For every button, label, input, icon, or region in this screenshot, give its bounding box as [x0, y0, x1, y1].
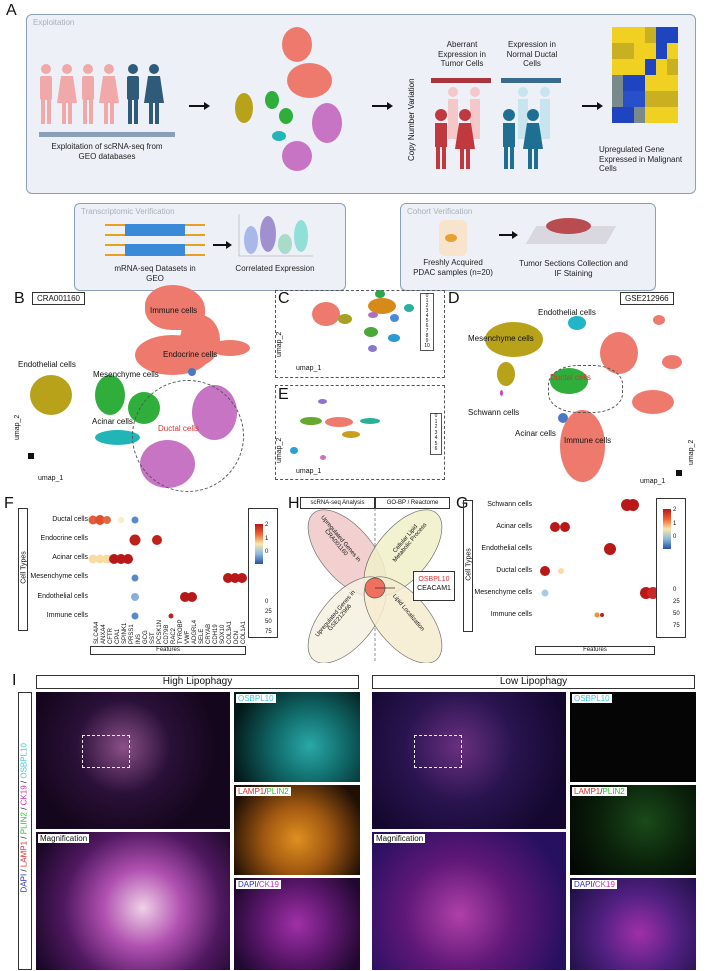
- dna-icon: [105, 224, 205, 256]
- cluster-label-endothelial: Endothelial cells: [18, 360, 76, 369]
- exploitation-title: Exploitation: [33, 18, 75, 27]
- exploitation-box: Exploitation Exploitation of scRNA-seq f…: [26, 14, 696, 194]
- umap-plot-c: [280, 290, 414, 370]
- celltypes-box: Cell Types: [463, 500, 473, 632]
- features-label: Features: [535, 646, 655, 655]
- low-osbpl10-image[interactable]: OSBPL10: [570, 692, 696, 782]
- axis-x-label: umap_1: [296, 365, 322, 372]
- cluster-label-acinar: Acinar cells: [515, 429, 556, 438]
- transcriptomic-title: Transcriptomic Verification: [81, 207, 175, 216]
- features-label: Features: [90, 646, 246, 655]
- cohort-box: Cohort Verification Freshly Acquired PDA…: [400, 203, 656, 291]
- axis-y-label: umap_2: [276, 331, 283, 357]
- correlated-caption: Correlated Expression: [235, 264, 315, 273]
- axis-origin-icon: [28, 453, 34, 459]
- normal-label: Expression in Normal Ductal Cells: [506, 40, 558, 69]
- cnv-people-icon: [435, 87, 550, 169]
- arrow-icon: [372, 102, 393, 110]
- arrow-icon: [582, 102, 603, 110]
- panel-label-d: D: [448, 290, 460, 307]
- normal-bar: [501, 78, 561, 83]
- umap-thumbnail: [227, 23, 357, 188]
- celltypes-box: Cell Types: [18, 508, 28, 631]
- h-right-header: GO-BP / Reactome: [375, 497, 450, 509]
- flower-venn-diagram: [307, 508, 443, 663]
- low-overview-image[interactable]: [372, 692, 566, 829]
- aberrant-label: Aberrant Expression in Tumor Cells: [437, 40, 487, 69]
- low-magnification-image[interactable]: Magnification: [372, 832, 566, 970]
- axis-x-label: umap_1: [38, 475, 64, 482]
- mrna-caption: mRNA-seq Datasets in GEO: [114, 264, 196, 283]
- high-lipophagy-header: High Lipophagy: [36, 675, 359, 689]
- gene-result-box: OSBPL10 CEACAM1: [413, 571, 455, 601]
- cohort-caption: Freshly Acquired PDAC samples (n=20): [413, 258, 493, 277]
- dataset-label: GSE212966: [620, 292, 674, 305]
- axis-x-label: umap_1: [640, 478, 666, 485]
- panel-label-f: F: [4, 495, 14, 512]
- tumor-bar: [431, 78, 491, 83]
- high-osbpl10-image[interactable]: OSBPL10: [234, 692, 360, 782]
- tissue-icon: [546, 218, 591, 234]
- torso-icon: [439, 220, 467, 256]
- panel-label-b: B: [14, 290, 25, 307]
- high-overview-image[interactable]: [36, 692, 230, 829]
- axis-y-label: umap_2: [14, 414, 21, 440]
- arrow-icon: [213, 241, 232, 249]
- cluster-label-endocrine: Endocrine cells: [163, 350, 218, 359]
- legend-f: 2 1 0 0 25 50 75: [248, 508, 278, 638]
- low-dapi-ck19-image[interactable]: DAPI/CK19: [570, 878, 696, 970]
- cnv-label: Copy Number Variation: [407, 78, 416, 162]
- low-lipophagy-header: Low Lipophagy: [372, 675, 695, 689]
- axis-y-label: umap_2: [276, 437, 283, 463]
- transcriptomic-box: Transcriptomic Verification mRNA-seq Dat…: [74, 203, 346, 291]
- cluster-label-immune: Immune cells: [150, 306, 198, 315]
- exploitation-caption: Exploitation of scRNA-seq from GEO datab…: [51, 142, 163, 161]
- arrow-icon: [499, 231, 518, 239]
- stain-legend: DAPI / LAMP1 / PLIN2 / CK19 / OSBPL10: [18, 692, 32, 970]
- panel-label-i: I: [12, 672, 17, 689]
- cluster-label-ductal: Ductal cells: [550, 373, 591, 382]
- panel-e-frame: [275, 385, 445, 480]
- panel-label-h: H: [288, 495, 300, 512]
- axis-origin-icon: [676, 470, 682, 476]
- panel-label-a: A: [6, 2, 17, 19]
- heatmap-icon: [612, 27, 678, 123]
- panel-c-frame: [275, 290, 445, 378]
- patients-icon: [40, 64, 164, 124]
- low-lamp1-plin2-image[interactable]: LAMP1/PLIN2: [570, 785, 696, 875]
- dataset-label: CRA001160: [32, 292, 85, 305]
- cluster-label-immune: Immune cells: [564, 436, 612, 445]
- umap-plot-e: [280, 395, 430, 475]
- axis-x-label: umap_1: [296, 468, 322, 475]
- dotplot-f: Ductal cells Endocrine cells Acinar cell…: [0, 500, 290, 660]
- cohort-title: Cohort Verification: [407, 207, 473, 216]
- violin-plot-icon: [238, 214, 313, 257]
- arrow-icon: [189, 102, 210, 110]
- cluster-label-ductal: Ductal cells: [158, 424, 199, 433]
- legend-g: 2 1 0 0 25 50 75: [656, 498, 686, 638]
- axis-y-label: umap_2: [688, 439, 695, 465]
- high-dapi-ck19-image[interactable]: DAPI/CK19: [234, 878, 360, 970]
- sections-caption: Tumor Sections Collection and IF Stainin…: [519, 259, 628, 278]
- umap-plot-b: [0, 280, 280, 500]
- umap-plot-d: [440, 300, 712, 500]
- cluster-label-schwann: Schwann cells: [468, 408, 520, 417]
- cluster-legend-c: 0 1 2 3 4 5 6 7 8 9 10: [420, 293, 434, 351]
- cluster-label-mesenchyme: Mesenchyme cells: [468, 334, 534, 343]
- panel-label-e: E: [278, 386, 289, 403]
- cluster-label-acinar: Acinar cells: [92, 417, 133, 426]
- grey-bar: [39, 132, 175, 137]
- result-label: Upregulated Gene Expressed in Malignant …: [599, 145, 683, 174]
- high-lamp1-plin2-image[interactable]: LAMP1/PLIN2: [234, 785, 360, 875]
- cluster-label-mesenchyme: Mesenchyme cells: [93, 370, 159, 379]
- feature-labels-f: SLC4A4 ANXA4 CFTR CPA1 SPINK1 PRSS1 INS …: [94, 619, 247, 644]
- cluster-label-endothelial: Endothelial cells: [538, 308, 596, 317]
- panel-label-c: C: [278, 290, 290, 307]
- panel-label-g: G: [456, 495, 469, 512]
- high-magnification-image[interactable]: Magnification: [36, 832, 230, 970]
- h-left-header: scRNA-seq Analysis: [300, 497, 375, 509]
